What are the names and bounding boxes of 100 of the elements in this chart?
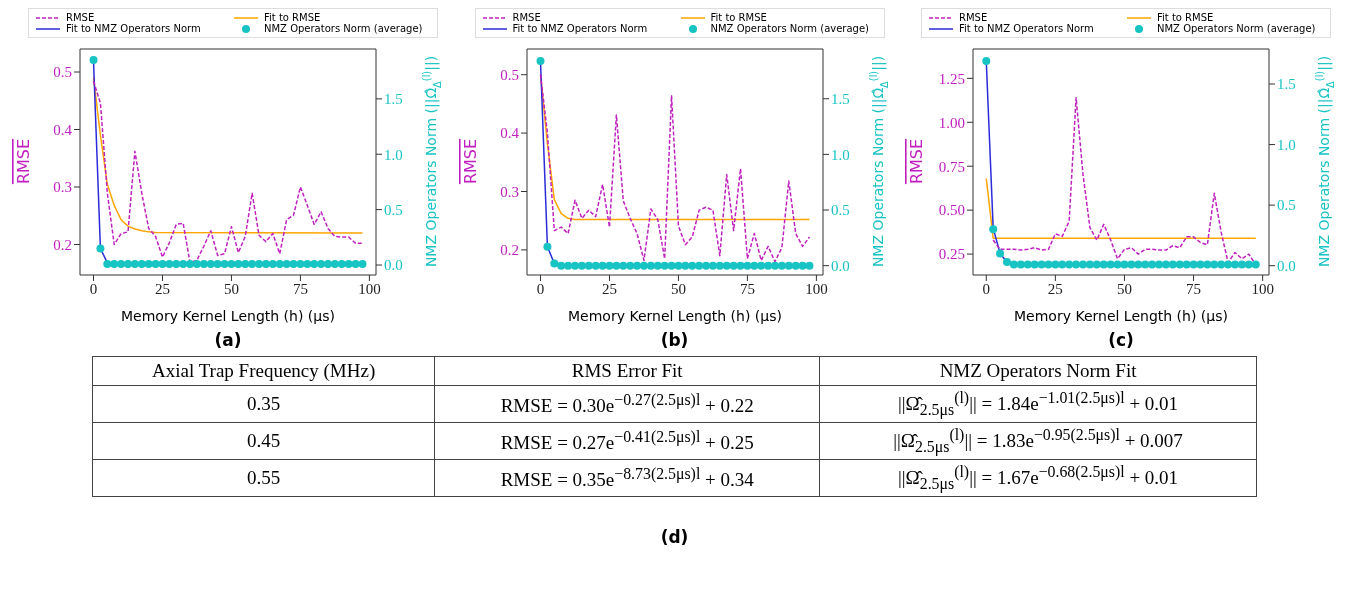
y2-tick-label: 1.5 [830,91,850,108]
point [179,259,188,268]
point [756,261,765,270]
y2-tick-label: 1.0 [1277,136,1296,153]
legend-label: Fit to RMSE [1157,12,1214,23]
point [1203,260,1212,269]
y-tick-label: 1.00 [938,114,965,131]
point [1251,260,1260,269]
point [1134,260,1143,269]
y-tick-label: 0.4 [499,125,519,142]
point [577,261,586,270]
y-tick-label: 0.4 [53,121,73,138]
point [729,261,738,270]
point [653,261,662,270]
x-tick-label: 0 [536,280,544,297]
x-tick-label: 100 [804,280,828,297]
y2-tick-label: 0.5 [830,202,850,219]
text: ||Ω̂$_{2.5μs}$$^{(l)}$|| = 1.67e$^{−0.68(2.5μs)l}$ + 0.01 [898,463,1179,493]
point [1120,260,1129,269]
legend-label: RMSE [959,12,988,23]
x-axis-title: Memory Kernel Length (h) (μs) [567,308,782,324]
x-tick-label: 25 [601,280,617,297]
y-tick-label: 1.25 [938,70,965,87]
point [1244,260,1253,269]
x-tick-label: 100 [1251,280,1274,297]
text: (b) [660,330,689,350]
point [96,244,105,253]
y-axis-title: RMSE [13,138,33,185]
x-tick-label: 75 [739,280,755,297]
point [625,261,634,270]
y2-tick-label: 0.0 [830,257,850,274]
text: (a) [214,330,242,350]
point [598,261,607,270]
y2-tick-label: 1.5 [384,91,403,108]
point [715,261,724,270]
point [660,261,669,270]
category-label: Axial Trap Frequency (MHz) [92,356,435,386]
y2-tick-label: 1.0 [830,146,850,163]
point [1106,260,1115,269]
text: 0.55 [247,467,281,489]
x-axis-title: Memory Kernel Length (h) (μs) [1014,308,1228,324]
point [556,261,565,270]
point [227,259,236,268]
point [275,259,284,268]
point [584,261,593,270]
x-tick-label: 100 [358,280,381,297]
y-tick-label: 0.3 [499,183,519,200]
category-label: NMZ Operators Norm Fit [819,356,1257,386]
point [694,261,703,270]
point [344,259,353,268]
point [124,259,132,268]
x-tick-label: 50 [670,280,686,297]
text: RMSE = 0.35e$^{−8.73(2.5μs)l}$ + 0.34 [500,465,754,491]
point [330,259,339,268]
point [165,259,174,268]
point [206,259,215,268]
point [1092,260,1101,269]
legend-label: Fit to RMSE [710,12,767,23]
legend-label: RMSE [512,12,541,23]
point [549,259,558,268]
point [337,259,346,268]
x-tick-label: 25 [154,280,170,297]
point [667,261,676,270]
point [996,249,1005,258]
legend-label: NMZ Operators Norm (average) [264,23,423,34]
point [310,259,319,268]
point [317,259,326,268]
legend-label: Fit to NMZ Operators Norm [66,23,201,34]
point [542,242,551,251]
y2-tick-label: 0.0 [1277,258,1296,274]
category-label: RMS Error Fit [434,356,820,386]
point [1079,260,1087,269]
point [1161,260,1170,269]
point [1210,260,1219,269]
point [1051,260,1060,269]
point [708,261,717,270]
x-tick-label: 50 [1116,280,1132,297]
point [791,261,800,270]
text: 0.35 [247,393,281,415]
point [632,261,641,270]
point [1196,260,1205,269]
text: (c) [1108,330,1134,350]
y2-tick-label: 0.5 [1277,197,1296,214]
point [1217,260,1226,269]
y-tick-label: 0.2 [53,236,72,253]
y-tick-label: 0.5 [53,64,72,81]
point [289,259,298,268]
legend-label: RMSE [66,12,95,23]
point [151,259,160,268]
point [220,259,229,268]
point [172,259,181,268]
legend-label: NMZ Operators Norm (average) [710,23,869,34]
point [1127,260,1136,269]
x-tick-label: 0 [89,280,98,297]
point [784,261,793,270]
point [1237,260,1246,269]
legend-label: NMZ Operators Norm (average) [1157,23,1316,34]
point [777,261,786,270]
text: RMSE = 0.30e$^{−0.27(2.5μs)l}$ + 0.22 [500,390,754,417]
point [563,261,572,270]
